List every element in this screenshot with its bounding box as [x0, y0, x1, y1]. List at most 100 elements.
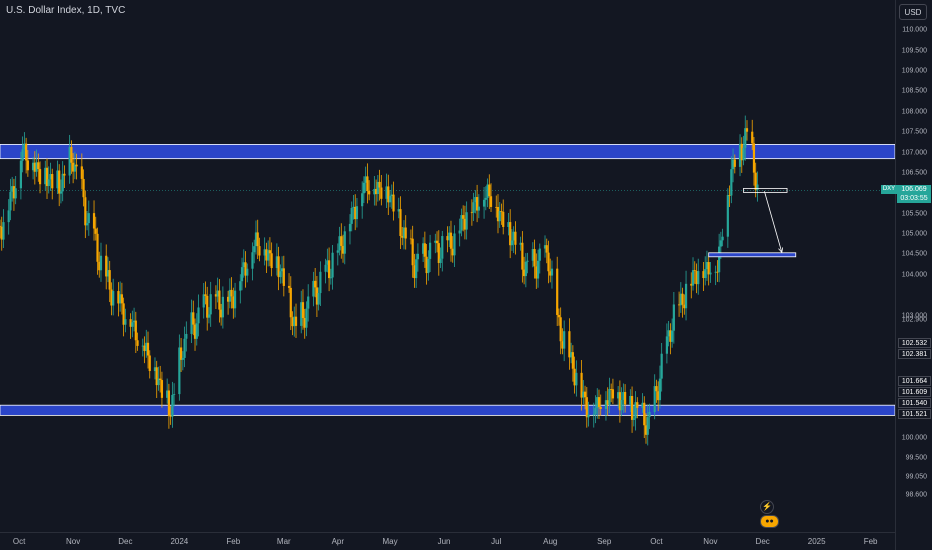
candle-body-243	[592, 414, 595, 415]
time-axis[interactable]: Oct Nov Dec 2024 Feb Mar Apr May Jun Jul Aug Sep Oct…	[0, 532, 895, 550]
candle-body-108	[263, 249, 266, 256]
candle-body-10	[23, 143, 26, 150]
candle-body-152	[368, 190, 371, 195]
candle-body-196	[476, 197, 479, 211]
candle-body-5	[11, 186, 14, 192]
price-axis[interactable]: 110.000 109.500 109.000 108.500 108.000 107.5…	[895, 0, 932, 550]
candle-body-261	[634, 402, 637, 419]
candle-body-242	[587, 414, 590, 418]
candle-body-40	[96, 233, 99, 262]
events-icon[interactable]: ●●	[760, 515, 779, 528]
candle-body-127	[307, 296, 310, 309]
candle-body-95	[230, 289, 233, 297]
candle-body-256	[622, 391, 625, 400]
candle-body-165	[401, 236, 404, 238]
time-tick-label: Sep	[597, 537, 612, 546]
candle-body-13	[31, 162, 35, 171]
candle-body-131	[317, 293, 320, 305]
price-tick-label: 109.500	[901, 47, 927, 55]
projection-arrow-0	[764, 191, 783, 253]
candle-body-11	[25, 143, 28, 161]
candle-body-299	[728, 195, 731, 196]
candle-body-58	[141, 345, 144, 347]
candle-body-220	[535, 266, 538, 279]
candlestick-chart[interactable]	[0, 0, 895, 532]
alert-icon[interactable]: ⚡	[760, 500, 774, 514]
candle-body-62	[148, 355, 151, 372]
candle-body-230	[559, 317, 562, 342]
level-price-tag: 102.532	[898, 338, 931, 348]
candle-body-300	[730, 169, 733, 196]
candle-body-306	[744, 128, 747, 148]
candle-body-208	[507, 222, 510, 227]
candle-body-82	[197, 307, 200, 324]
candle-body-157	[380, 187, 383, 199]
candle-body-180	[437, 243, 440, 263]
candle-body-100	[242, 262, 245, 268]
candle-body-272	[660, 353, 663, 379]
candle-body-195	[474, 197, 477, 203]
level-price-tag: 101.609	[898, 387, 931, 397]
candle-body-119	[289, 287, 292, 318]
candle-body-3	[7, 210, 10, 223]
candle-body-172	[416, 253, 419, 260]
candle-body-248	[604, 400, 608, 409]
candle-body-138	[336, 250, 339, 253]
candle-body-199	[484, 197, 487, 200]
candle-body-198	[482, 199, 486, 207]
candle-body-161	[390, 194, 393, 197]
candle-body-88	[214, 294, 218, 297]
price-tick-label: 102.900	[901, 316, 927, 324]
chart-area[interactable]: U.S. Dollar Index, 1D, TVC ⚡ ●●	[0, 0, 895, 532]
candle-body-123	[300, 302, 303, 326]
candle-body-37	[87, 213, 90, 224]
candle-body-121	[293, 316, 296, 327]
candle-body-130	[315, 287, 319, 305]
candle-body-217	[526, 260, 529, 262]
candle-body-295	[718, 246, 721, 273]
candle-body-155	[376, 181, 379, 195]
candle-body-2	[2, 222, 5, 240]
candle-body-99	[240, 267, 244, 282]
candle-body-84	[204, 294, 207, 296]
candle-body-267	[648, 411, 651, 418]
candle-body-197	[477, 206, 480, 211]
candle-body-52	[124, 319, 127, 325]
candle-body-135	[327, 260, 331, 279]
candle-body-179	[435, 240, 439, 244]
candle-body-173	[422, 243, 425, 254]
candle-body-49	[119, 294, 122, 304]
candle-body-96	[232, 296, 235, 309]
candle-body-42	[99, 255, 103, 271]
zone-rect-1	[0, 404, 895, 416]
candle-body-249	[606, 400, 609, 405]
price-tick-label: 105.500	[901, 210, 927, 218]
candle-body-277	[672, 304, 675, 331]
price-tick-label: 104.500	[901, 250, 927, 258]
candle-body-69	[167, 390, 171, 416]
candle-body-237	[575, 372, 578, 386]
candle-body-224	[545, 245, 548, 253]
candle-body-216	[524, 261, 527, 277]
candle-body-254	[618, 392, 621, 411]
candle-body-309	[752, 143, 756, 173]
currency-button[interactable]: USD	[899, 4, 927, 20]
candle-body-106	[256, 232, 259, 247]
candle-body-259	[630, 396, 634, 420]
candle-body-164	[399, 209, 402, 237]
candle-body-278	[677, 304, 681, 306]
candle-body-139	[338, 236, 341, 251]
candle-body-98	[239, 281, 242, 291]
candle-body-14	[33, 162, 36, 172]
price-tick-label: 108.000	[901, 108, 927, 116]
candle-body-53	[129, 319, 132, 327]
candle-body-51	[122, 303, 125, 325]
candle-body-238	[580, 372, 583, 398]
bar-countdown: 03:03:55	[900, 195, 928, 203]
candle-body-70	[169, 415, 172, 417]
candle-body-68	[166, 390, 169, 398]
time-tick-label: Aug	[543, 537, 558, 546]
candle-body-250	[608, 389, 611, 405]
candle-body-183	[446, 236, 449, 241]
price-tick-label: 110.000	[902, 26, 927, 34]
